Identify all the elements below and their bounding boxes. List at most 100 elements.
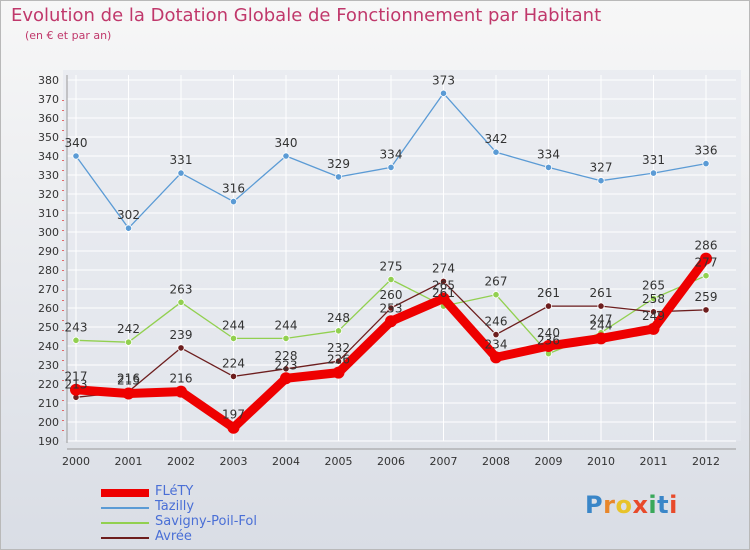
y-tick-label: 260 [38, 302, 59, 315]
data-point [439, 277, 448, 285]
data-point [700, 252, 712, 265]
y-tick-label: 380 [38, 74, 59, 87]
data-label: 244 [222, 318, 245, 332]
data-point [332, 366, 345, 379]
data-point [597, 302, 605, 310]
data-point [282, 334, 290, 342]
data-label: 216 [170, 372, 193, 386]
data-label: 240 [537, 326, 560, 340]
data-label: 228 [275, 349, 298, 363]
x-tick-label: 2003 [220, 455, 248, 468]
data-label: 373 [432, 73, 455, 87]
data-label: 261 [590, 286, 613, 300]
y-tick-label: 340 [38, 150, 59, 163]
data-point [177, 298, 185, 306]
y-tick-label: 210 [38, 397, 59, 410]
data-label: 260 [380, 288, 403, 302]
data-point [647, 322, 660, 335]
x-tick-label: 2005 [325, 455, 353, 468]
data-label: 248 [327, 311, 350, 325]
data-label: 259 [695, 290, 718, 304]
y-tick-label: 320 [38, 188, 59, 201]
x-tick-label: 2004 [272, 455, 300, 468]
data-point [492, 291, 500, 299]
data-point [385, 315, 397, 328]
data-label: 286 [695, 239, 718, 253]
data-point [542, 340, 555, 352]
data-point [595, 332, 607, 345]
data-label: 329 [327, 157, 350, 171]
data-label: 217 [65, 370, 88, 384]
data-point [72, 336, 80, 344]
logo-letter: t [657, 491, 670, 519]
data-label: 215 [117, 374, 140, 388]
data-label: 234 [485, 337, 508, 351]
data-label: 265 [432, 279, 455, 293]
chart-subtitle: (en € et par an) [25, 29, 112, 42]
x-tick-label: 2000 [62, 455, 90, 468]
logo-letter: i [669, 491, 678, 519]
data-label: 340 [275, 136, 298, 150]
data-label: 242 [117, 322, 140, 336]
proxiti-logo: Proxiti [585, 491, 678, 519]
data-label: 253 [380, 301, 403, 315]
data-point [702, 272, 710, 280]
x-tick-label: 2006 [377, 455, 405, 468]
data-point [177, 169, 185, 177]
x-tick-label: 2008 [482, 455, 510, 468]
data-point [227, 421, 240, 434]
data-label: 258 [642, 292, 665, 306]
data-label: 239 [170, 328, 193, 342]
x-tick-label: 2001 [115, 455, 143, 468]
data-point [229, 334, 238, 342]
logo-letter: P [585, 491, 604, 519]
data-label: 261 [432, 286, 455, 300]
data-point [334, 357, 343, 365]
y-tick-label: 240 [38, 340, 59, 353]
y-tick-label: 230 [38, 359, 59, 372]
data-label: 265 [642, 279, 665, 293]
data-label: 226 [327, 353, 350, 367]
logo-letter: o [615, 491, 633, 519]
data-label: 302 [117, 208, 140, 222]
data-label: 249 [642, 309, 665, 323]
data-label: 334 [537, 147, 560, 161]
data-label: 224 [222, 356, 245, 370]
x-tick-label: 2010 [587, 455, 615, 468]
legend-swatch [101, 537, 149, 539]
data-point [544, 163, 553, 171]
data-label: 246 [485, 315, 508, 329]
data-label: 243 [65, 320, 88, 334]
data-point [387, 163, 395, 171]
legend-swatch [101, 489, 149, 497]
data-point [492, 148, 500, 156]
data-label: 331 [642, 153, 665, 167]
data-point [72, 152, 80, 160]
logo-letter: x [632, 491, 649, 519]
data-point [280, 372, 292, 385]
plot-area [63, 70, 741, 441]
data-point [649, 308, 658, 316]
data-point [282, 152, 290, 160]
data-label: 275 [380, 260, 403, 274]
data-label: 263 [170, 282, 193, 296]
data-label: 334 [380, 147, 403, 161]
data-point [649, 169, 658, 177]
x-tick-label: 2009 [535, 455, 563, 468]
data-label: 216 [117, 372, 140, 386]
data-point [177, 344, 185, 352]
x-tick-label: 2012 [692, 455, 720, 468]
data-label: 244 [275, 318, 298, 332]
data-label: 342 [485, 132, 508, 146]
y-tick-label: 360 [38, 112, 59, 125]
logo-letter: i [648, 491, 658, 519]
data-label: 316 [222, 182, 245, 196]
x-tick-label: 2007 [430, 455, 458, 468]
data-point [334, 327, 343, 335]
data-label: 336 [695, 144, 718, 158]
y-tick-label: 330 [38, 169, 59, 182]
data-point [70, 383, 82, 396]
data-point [124, 338, 133, 346]
legend-label: Savigny-Poil-Fol [155, 514, 257, 529]
y-tick-label: 200 [38, 416, 59, 429]
